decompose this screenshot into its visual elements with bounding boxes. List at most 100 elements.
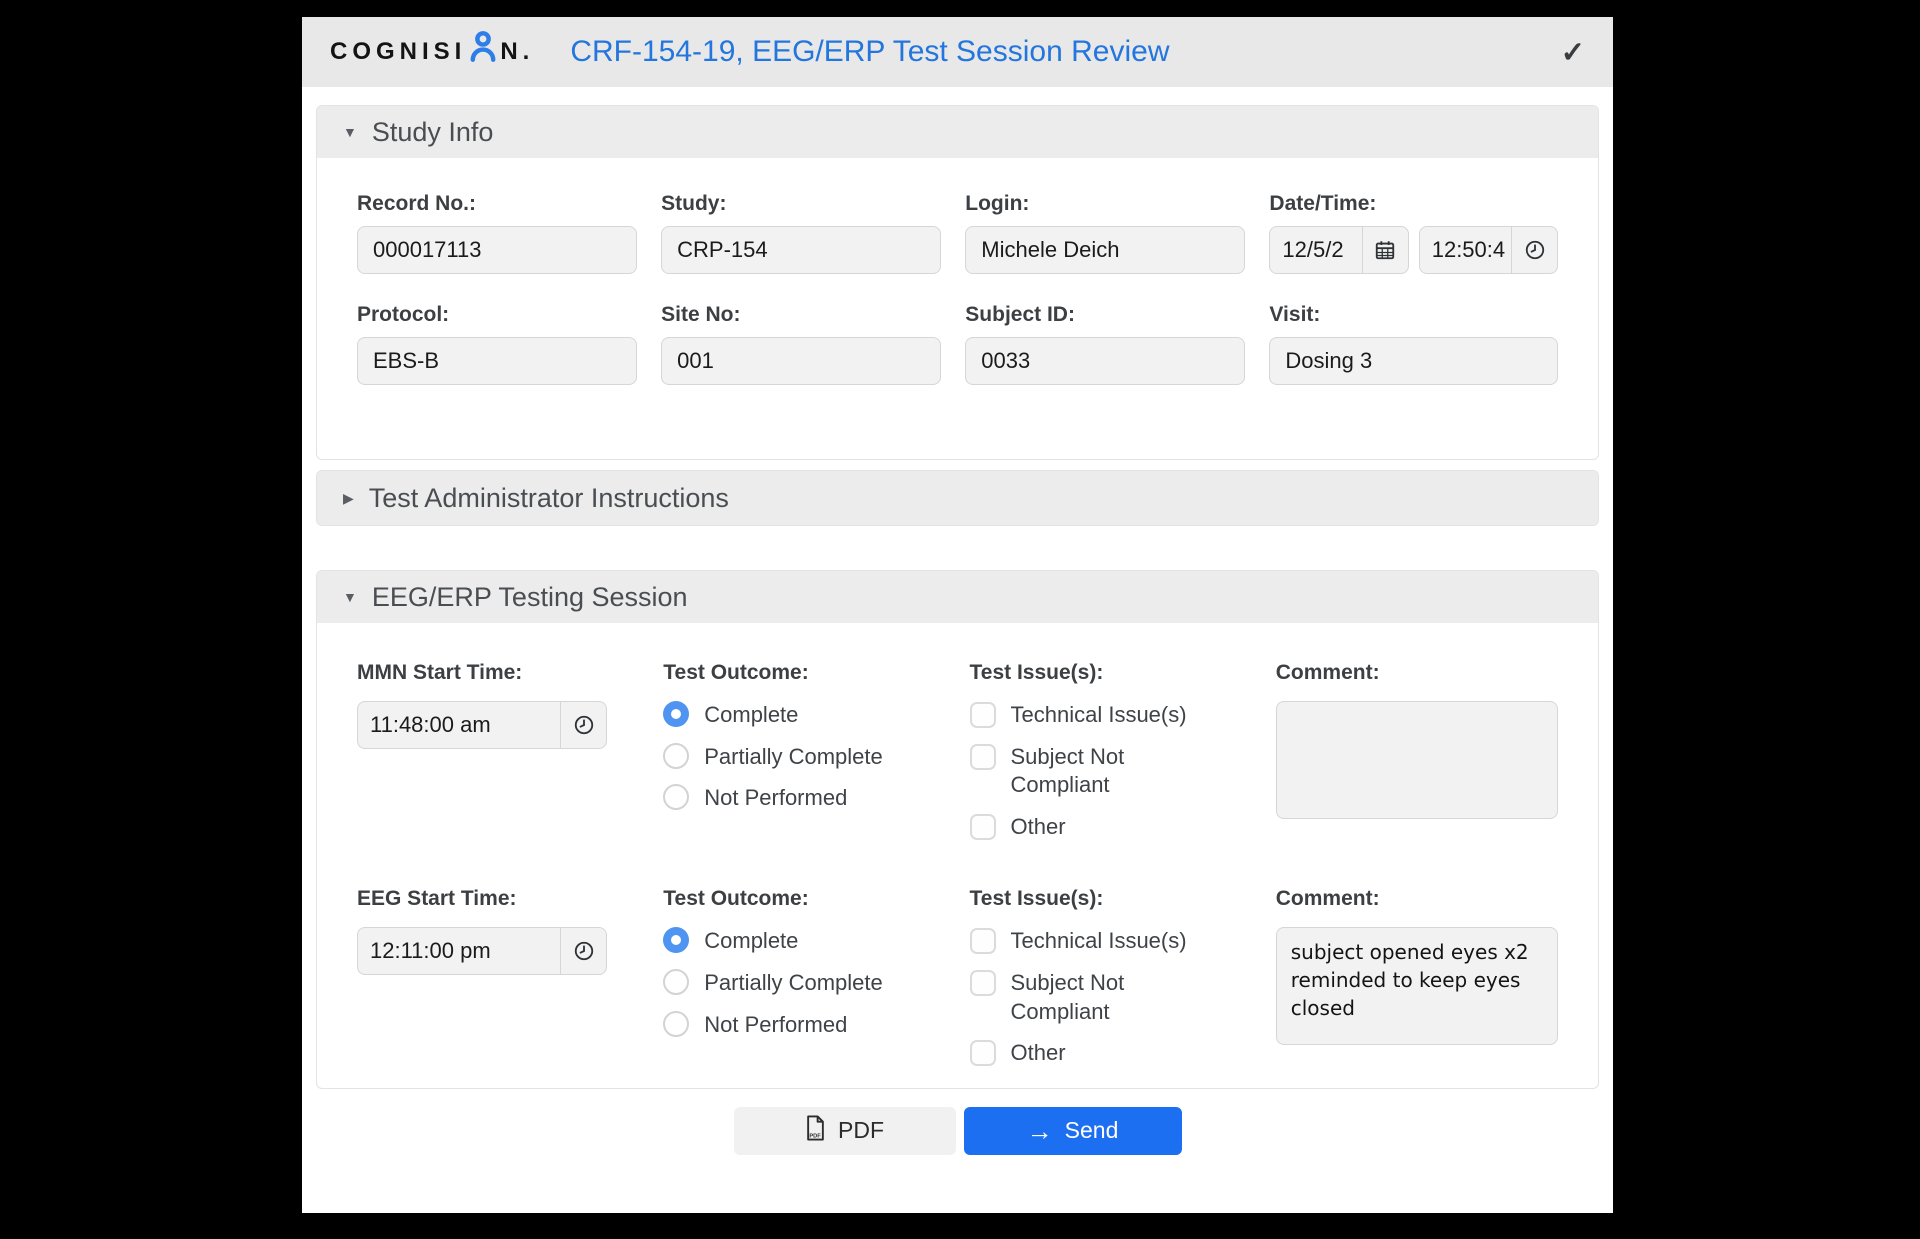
date-input[interactable]: 12/5/2 [1269, 226, 1409, 274]
study-info-section-header[interactable]: ▼ Study Info [317, 106, 1598, 158]
visit-field-group: Visit: [1269, 303, 1558, 385]
clock-icon[interactable] [560, 702, 606, 748]
mmn-outcome-complete-radio[interactable]: Complete [663, 701, 945, 730]
subject-id-input[interactable] [965, 337, 1246, 385]
eeg-outcome-not-performed-radio[interactable]: Not Performed [663, 1010, 945, 1040]
study-label: Study: [661, 192, 727, 215]
svg-text:PDF: PDF [809, 1133, 821, 1139]
pdf-button[interactable]: PDF PDF [733, 1106, 956, 1155]
session-panel: ▼ EEG/ERP Testing Session MMN Start Time… [316, 570, 1599, 1089]
subject-id-field-group: Subject ID: [965, 303, 1246, 385]
study-info-title: Study Info [371, 116, 494, 147]
eeg-start-time-group: EEG Start Time: 12:11:00 pm [357, 887, 639, 1067]
time-value: 12:50:4 [1431, 237, 1506, 262]
eeg-issue-subject-not-compliant-checkbox[interactable]: Subject Not Compliant [969, 969, 1252, 1026]
eeg-outcome-group: Test Outcome: Complete Partially Complet… [663, 887, 945, 1067]
pdf-button-label: PDF [838, 1117, 884, 1144]
record-no-label: Record No.: [357, 192, 477, 215]
eeg-outcome-complete-radio[interactable]: Complete [663, 927, 945, 956]
mmn-issue-other-checkbox[interactable]: Other [969, 813, 1252, 842]
mmn-row: MMN Start Time: 11:48:00 am [357, 661, 1558, 841]
protocol-input[interactable] [357, 337, 638, 385]
eeg-start-time-value: 12:11:00 pm [370, 938, 491, 964]
clock-icon[interactable] [1511, 227, 1557, 273]
eeg-comment-group: Comment: subject opened eyes x2 reminded… [1275, 887, 1558, 1067]
mmn-issues-label: Test Issue(s): [969, 661, 1104, 684]
form-card: COGNISI N. CRF-154-19, EEG/ERP Test Sess… [302, 17, 1613, 1213]
calendar-icon[interactable] [1361, 227, 1408, 273]
visit-label: Visit: [1269, 303, 1321, 326]
clock-icon[interactable] [560, 928, 606, 975]
radio-unselected-icon[interactable] [663, 1010, 690, 1037]
radio-unselected-icon[interactable] [663, 742, 690, 769]
chevron-right-icon: ▶ [343, 489, 354, 506]
protocol-label: Protocol: [357, 303, 450, 326]
eeg-comment-textarea[interactable]: subject opened eyes x2 reminded to keep … [1275, 927, 1558, 1046]
study-info-body: Record No.: Study: Login: Date/Time: 12/… [317, 158, 1598, 459]
mmn-issue-technical-checkbox[interactable]: Technical Issue(s) [969, 701, 1252, 730]
mmn-start-time-input[interactable]: 11:48:00 am [357, 701, 607, 749]
checkbox-unchecked-icon[interactable] [969, 969, 996, 996]
radio-selected-icon[interactable] [663, 701, 690, 727]
site-no-input[interactable] [661, 337, 942, 385]
mmn-comment-label: Comment: [1275, 661, 1380, 684]
study-info-panel: ▼ Study Info Record No.: Study: Login: [316, 105, 1599, 460]
app-header: COGNISI N. CRF-154-19, EEG/ERP Test Sess… [302, 17, 1613, 87]
session-body: MMN Start Time: 11:48:00 am [317, 623, 1598, 1088]
mmn-comment-textarea[interactable] [1275, 701, 1558, 819]
datetime-label: Date/Time: [1269, 192, 1377, 215]
mmn-outcome-not-performed-radio[interactable]: Not Performed [663, 784, 945, 813]
radio-selected-icon[interactable] [663, 927, 690, 954]
mmn-outcome-partially-complete-radio[interactable]: Partially Complete [663, 742, 945, 772]
mmn-comment-group: Comment: [1275, 661, 1558, 841]
record-no-input[interactable] [357, 226, 638, 274]
protocol-field-group: Protocol: [357, 303, 638, 385]
subject-id-label: Subject ID: [965, 303, 1075, 326]
datetime-field-group: Date/Time: 12/5/2 [1269, 192, 1559, 274]
test-admin-title: Test Administrator Instructions [368, 482, 729, 513]
checkbox-unchecked-icon[interactable] [969, 702, 996, 728]
arrow-right-icon: → [1026, 1115, 1053, 1146]
eeg-issue-other-checkbox[interactable]: Other [969, 1039, 1252, 1068]
check-icon[interactable]: ✓ [1560, 36, 1585, 69]
cognision-logo: COGNISI N. [330, 30, 534, 68]
mmn-start-time-value: 11:48:00 am [370, 712, 491, 737]
checkbox-unchecked-icon[interactable] [969, 1040, 996, 1067]
site-no-field-group: Site No: [661, 303, 942, 385]
checkbox-unchecked-icon[interactable] [969, 928, 996, 955]
visit-input[interactable] [1269, 337, 1558, 385]
eeg-start-time-label: EEG Start Time: [357, 887, 517, 911]
checkbox-unchecked-icon[interactable] [969, 813, 996, 840]
site-no-label: Site No: [661, 303, 741, 326]
test-admin-panel: ▶ Test Administrator Instructions [316, 470, 1599, 526]
checkbox-unchecked-icon[interactable] [969, 743, 996, 770]
eeg-comment-label: Comment: [1275, 887, 1380, 911]
mmn-start-time-group: MMN Start Time: 11:48:00 am [357, 661, 639, 841]
send-button-label: Send [1064, 1117, 1119, 1144]
pdf-file-icon: PDF [805, 1115, 826, 1147]
chevron-down-icon: ▼ [343, 124, 357, 140]
mmn-outcome-group: Test Outcome: Complete Partially Complet… [663, 661, 945, 841]
login-label: Login: [965, 192, 1030, 215]
login-input[interactable] [965, 226, 1246, 274]
eeg-outcome-partially-complete-radio[interactable]: Partially Complete [663, 968, 945, 998]
mmn-issue-subject-not-compliant-checkbox[interactable]: Subject Not Compliant [969, 743, 1252, 800]
record-no-field-group: Record No.: [357, 192, 638, 274]
session-title: EEG/ERP Testing Session [371, 581, 688, 612]
radio-unselected-icon[interactable] [663, 784, 690, 811]
mmn-outcome-label: Test Outcome: [663, 661, 809, 684]
page-title: CRF-154-19, EEG/ERP Test Session Review [570, 35, 1170, 68]
study-input[interactable] [661, 226, 942, 274]
eeg-outcome-label: Test Outcome: [663, 887, 809, 911]
logo-text-prefix: COGNISI [330, 38, 467, 65]
eeg-issue-technical-checkbox[interactable]: Technical Issue(s) [969, 927, 1252, 956]
time-input[interactable]: 12:50:4 [1418, 226, 1559, 274]
session-section-header[interactable]: ▼ EEG/ERP Testing Session [317, 571, 1598, 623]
send-button[interactable]: → Send [963, 1106, 1182, 1155]
test-admin-section-header[interactable]: ▶ Test Administrator Instructions [317, 471, 1598, 525]
radio-unselected-icon[interactable] [663, 968, 690, 995]
eeg-start-time-input[interactable]: 12:11:00 pm [357, 927, 607, 976]
eeg-row: EEG Start Time: 12:11:00 pm [357, 887, 1558, 1067]
mmn-start-time-label: MMN Start Time: [357, 661, 523, 684]
footer-actions: PDF PDF → Send [316, 1106, 1599, 1155]
